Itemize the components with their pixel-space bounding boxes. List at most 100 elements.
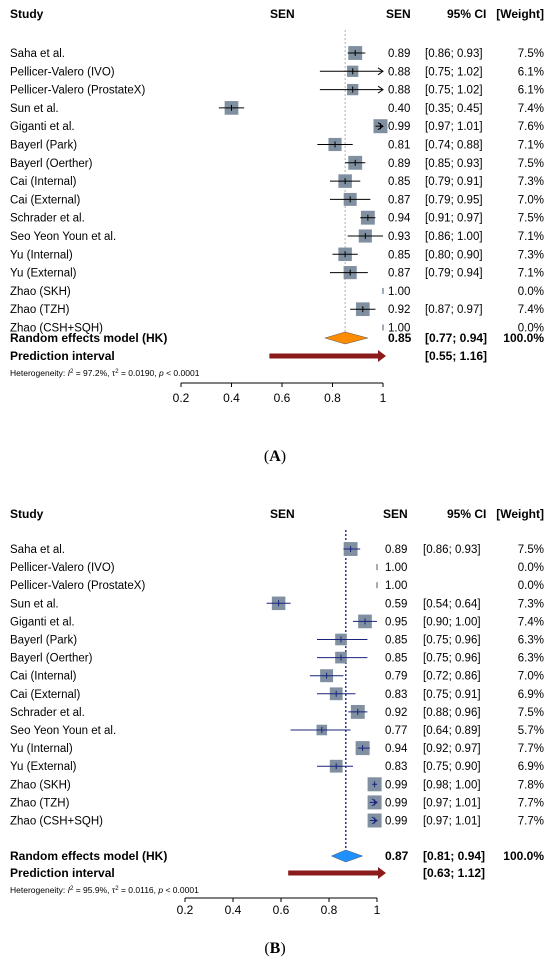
prediction-label: Prediction interval — [10, 349, 115, 363]
study-row: Pellicer-Valero (ProstateX) 0.88 [0.75; 1.… — [10, 83, 544, 97]
study-weight: 7.1% — [518, 268, 544, 280]
study-estimate: 0.89 — [385, 544, 407, 556]
heterogeneity-tau-symbol: τ — [112, 885, 116, 895]
study-estimate: 0.93 — [388, 231, 410, 243]
study-ci: [0.98; 1.00] — [423, 779, 481, 791]
study-row: Yu (External) 0.83 [0.75; 0.90] 6.9% — [10, 759, 544, 773]
study-estimate: 0.83 — [385, 761, 407, 773]
heterogeneity-tau-symbol: τ — [112, 368, 116, 378]
study-name: Pellicer-Valero (IVO) — [10, 562, 115, 574]
study-ci: [0.74; 0.88] — [425, 140, 483, 152]
study-ci-arrow — [371, 798, 378, 807]
study-weight: 7.3% — [518, 598, 544, 610]
study-name: Cai (Internal) — [10, 671, 77, 683]
study-ci: [0.64; 0.89] — [423, 725, 481, 737]
study-weight: 7.1% — [518, 140, 544, 152]
study-ci: [0.86; 0.93] — [423, 544, 481, 556]
study-ci: [0.54; 0.64] — [423, 598, 481, 610]
study-estimate: 0.85 — [388, 176, 410, 188]
study-row: Sun et al. 0.40 [0.35; 0.45] 7.4% — [10, 101, 544, 115]
study-ci: [0.75; 0.91] — [423, 689, 481, 701]
study-ci-arrow — [377, 85, 384, 94]
x-axis-tick-label: 1 — [380, 391, 387, 405]
study-estimate: 0.77 — [385, 725, 407, 737]
study-weight: 7.5% — [518, 213, 544, 225]
study-estimate: 0.85 — [385, 635, 407, 647]
header-weight: [Weight] — [496, 507, 544, 521]
study-weight: 6.1% — [518, 85, 544, 97]
heterogeneity-p-value: < 0.0001 — [163, 885, 199, 895]
study-estimate: 0.79 — [385, 671, 407, 683]
study-estimate: 0.99 — [388, 121, 410, 133]
study-estimate: 0.99 — [385, 816, 407, 828]
study-estimate: 0.95 — [385, 616, 407, 628]
study-name: Giganti et al. — [10, 121, 75, 133]
study-name: Seo Yeon Youn et al. — [10, 725, 116, 737]
study-weight: 0.0% — [518, 286, 544, 298]
study-name: Schrader et al. — [10, 213, 85, 225]
header-measure: SEN — [270, 507, 295, 521]
study-ci: [0.97; 1.01] — [423, 816, 481, 828]
study-weight: 7.5% — [518, 544, 544, 556]
summary-estimate: 0.87 — [385, 849, 409, 863]
heterogeneity-prefix: Heterogeneity: — [10, 368, 68, 378]
study-row: Bayerl (Park) 0.81 [0.74; 0.88] 7.1% — [10, 137, 544, 152]
study-weight: 6.3% — [518, 653, 544, 665]
x-axis-tick-label: 0.4 — [225, 903, 242, 917]
study-row: Giganti et al. 0.95 [0.90; 1.00] 7.4% — [10, 614, 544, 628]
study-ci: [0.86; 1.00] — [425, 231, 483, 243]
study-name: Cai (External) — [10, 689, 80, 701]
study-row: Schrader et al. 0.94 [0.91; 0.97] 7.5% — [10, 210, 544, 225]
heterogeneity-prefix: Heterogeneity: — [10, 885, 68, 895]
header-measure: SEN — [270, 7, 295, 21]
summary-ci: [0.77; 0.94] — [425, 331, 487, 345]
study-estimate: 1.00 — [385, 562, 407, 574]
study-ci: [0.91; 0.97] — [425, 213, 483, 225]
study-weight: 7.7% — [518, 743, 544, 755]
study-weight: 6.9% — [518, 689, 544, 701]
study-name: Bayerl (Park) — [10, 635, 77, 647]
study-row: Saha et al. 0.89 [0.86; 0.93] 7.5% — [10, 542, 544, 556]
study-weight: 0.0% — [518, 323, 544, 335]
study-row: Seo Yeon Youn et al. 0.77 [0.64; 0.89] 5.7% — [10, 724, 544, 737]
x-axis-tick-label: 0.6 — [273, 903, 290, 917]
study-estimate: 0.92 — [388, 304, 410, 316]
forest-panel-b: Study SEN SEN 95% CI [Weight] Saha et al. 0.89… — [10, 507, 544, 957]
heterogeneity-tau-sup: 2 — [115, 369, 119, 375]
study-estimate: 0.99 — [385, 797, 407, 809]
summary-weight: 100.0% — [503, 849, 544, 863]
x-axis-tick-label: 0.8 — [321, 903, 338, 917]
panel-label-close: ) — [281, 448, 286, 465]
study-estimate: 0.87 — [388, 268, 410, 280]
study-name: Seo Yeon Youn et al. — [10, 231, 116, 243]
prediction-arrow — [378, 867, 386, 879]
heterogeneity-p-value: < 0.0001 — [164, 368, 200, 378]
study-estimate: 0.88 — [388, 85, 410, 97]
study-name: Bayerl (Park) — [10, 140, 77, 152]
study-row: Bayerl (Park) 0.85 [0.75; 0.96] 6.3% — [10, 633, 544, 647]
summary-weight: 100.0% — [503, 331, 544, 345]
study-weight: 7.5% — [518, 707, 544, 719]
study-name: Pellicer-Valero (ProstateX) — [10, 580, 145, 592]
summary-diamond — [324, 331, 369, 345]
study-ci: [0.79; 0.94] — [425, 268, 483, 280]
study-ci: [0.35; 0.45] — [425, 103, 483, 115]
study-ci: [0.80; 0.90] — [425, 249, 483, 261]
summary-label: Random effects model (HK) — [10, 331, 167, 345]
study-estimate: 0.89 — [388, 158, 410, 170]
heterogeneity-p-symbol: p — [157, 885, 163, 895]
study-row: Sun et al. 0.59 [0.54; 0.64] 7.3% — [10, 596, 544, 610]
header-ci: 95% CI — [447, 507, 486, 521]
study-name: Zhao (TZH) — [10, 797, 70, 809]
study-row: Zhao (TZH) 0.99 [0.97; 1.01] 7.7% — [10, 795, 544, 810]
summary-label: Random effects model (HK) — [10, 849, 167, 863]
study-estimate: 0.89 — [388, 48, 410, 60]
heterogeneity-i2-value: = 95.9%, — [73, 885, 112, 895]
study-name: Zhao (CSH+SQH) — [10, 816, 103, 828]
study-row: Yu (Internal) 0.85 [0.80; 0.90] 7.3% — [10, 247, 544, 261]
panel-label-close: ) — [280, 940, 285, 957]
study-name: Yu (External) — [10, 268, 77, 280]
prediction-label: Prediction interval — [10, 866, 115, 880]
study-ci: [0.75; 0.90] — [423, 761, 481, 773]
